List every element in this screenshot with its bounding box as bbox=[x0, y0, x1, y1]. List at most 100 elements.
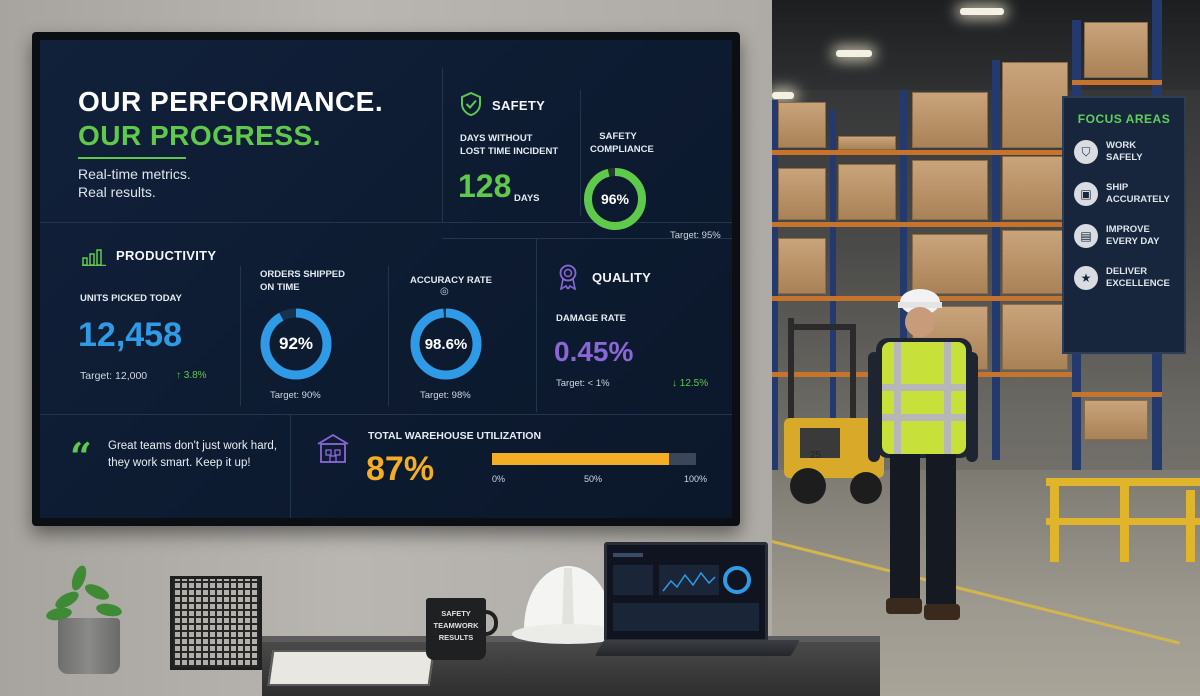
focus-item-line: IMPROVE bbox=[1106, 224, 1150, 235]
compliance-label-line1: SAFETY bbox=[599, 131, 637, 142]
accuracy-rate-label: ACCURACY RATE bbox=[410, 275, 492, 286]
cardboard-box bbox=[1084, 22, 1148, 78]
hero-title-line2: OUR PROGRESS. bbox=[78, 120, 321, 151]
orders-shipped-label: ORDERS SHIPPED ON TIME bbox=[260, 268, 345, 294]
focus-item-line: ACCURATELY bbox=[1106, 194, 1170, 205]
warehouse-worker bbox=[868, 289, 978, 620]
plant-pot bbox=[58, 618, 120, 674]
cardboard-box bbox=[838, 136, 896, 150]
orders-shipped-target: Target: 90% bbox=[270, 390, 321, 401]
days-without-incident-label: DAYS WITHOUT LOST TIME INCIDENT bbox=[460, 132, 558, 158]
cardboard-box bbox=[912, 92, 988, 148]
hero-subtitle-line1: Real-time metrics. bbox=[78, 166, 191, 182]
safety-compliance-value: 96% bbox=[600, 191, 630, 207]
focus-item-work-safely: ⛉ WORK SAFELY bbox=[1074, 140, 1174, 164]
hero-underline bbox=[78, 157, 186, 159]
svg-text:25: 25 bbox=[810, 450, 822, 461]
box-icon: ▣ bbox=[1074, 182, 1098, 206]
divider bbox=[40, 222, 732, 223]
rack-upright bbox=[900, 90, 907, 470]
safety-railing bbox=[1046, 478, 1200, 562]
cardboard-box bbox=[1084, 400, 1148, 440]
shield-icon: ⛉ bbox=[1074, 140, 1098, 164]
damage-rate-target: Target: < 1% bbox=[556, 378, 610, 389]
award-ribbon-icon bbox=[559, 264, 577, 290]
mug-text-line3: RESULTS bbox=[438, 633, 474, 642]
mug-text-line2: TEAMWORK bbox=[433, 621, 479, 630]
units-picked-change: ↑ 3.8% bbox=[176, 370, 207, 381]
accuracy-rate-target: Target: 98% bbox=[420, 390, 471, 401]
utilization-tick-0: 0% bbox=[492, 474, 506, 484]
utilization-tick-50: 50% bbox=[584, 474, 603, 484]
rack-beam bbox=[772, 222, 1072, 227]
focus-item-line: SHIP bbox=[1106, 182, 1129, 193]
focus-item-line: EVERY DAY bbox=[1106, 236, 1160, 247]
focus-item-deliver-excellence: ★ DELIVER EXCELLENCE bbox=[1074, 266, 1174, 290]
safety-title: SAFETY bbox=[492, 98, 546, 113]
rack-beam bbox=[1072, 80, 1162, 85]
productivity-title: PRODUCTIVITY bbox=[116, 248, 217, 263]
days-label-line2: LOST TIME INCIDENT bbox=[460, 146, 559, 157]
forklift: 25 bbox=[784, 318, 884, 504]
hero-subtitle-line2: Real results. bbox=[78, 184, 156, 200]
rack-beam bbox=[772, 150, 1072, 155]
divider bbox=[290, 414, 291, 518]
days-label-line1: DAYS WITHOUT bbox=[460, 133, 533, 144]
focus-areas-title: FOCUS AREAS bbox=[1077, 112, 1171, 126]
mug-text-line1: SAFETY bbox=[441, 609, 471, 618]
mug-handle bbox=[482, 610, 498, 636]
safety-compliance-target: Target: 95% bbox=[670, 230, 721, 241]
wall-tv: OUR PERFORMANCE. OUR PROGRESS. Real-time… bbox=[32, 32, 740, 526]
ceiling-light bbox=[836, 50, 872, 57]
utilization-value: 87% bbox=[366, 450, 435, 488]
damage-rate-label: DAMAGE RATE bbox=[556, 313, 627, 324]
orders-shipped-donut: 92% bbox=[258, 306, 334, 382]
focus-item-line: SAFELY bbox=[1106, 152, 1143, 163]
orders-label-line2: ON TIME bbox=[260, 282, 300, 293]
divider bbox=[442, 238, 536, 239]
focus-item-line: DELIVER bbox=[1106, 266, 1148, 277]
star-icon: ★ bbox=[1074, 266, 1098, 290]
cardboard-box bbox=[912, 160, 988, 220]
days-without-incident-value: 128 bbox=[458, 168, 512, 204]
bar-chart-icon bbox=[82, 249, 106, 266]
utilization-progress-fill bbox=[492, 453, 670, 465]
coffee-mug: SAFETY TEAMWORK RESULTS bbox=[426, 598, 486, 660]
divider bbox=[536, 238, 732, 239]
damage-rate-change: ↓ 12.5% bbox=[672, 378, 709, 389]
laptop-keyboard bbox=[594, 640, 800, 656]
orders-shipped-value: 92% bbox=[278, 334, 314, 353]
cardboard-box bbox=[1002, 304, 1068, 370]
days-unit: DAYS bbox=[514, 193, 540, 204]
cardboard-box bbox=[1002, 156, 1068, 220]
hero-title-line1: OUR PERFORMANCE. bbox=[78, 86, 384, 117]
ceiling-light bbox=[960, 8, 1004, 15]
divider bbox=[388, 266, 389, 406]
orders-label-line1: ORDERS SHIPPED bbox=[260, 269, 345, 280]
focus-item-line: WORK bbox=[1106, 140, 1137, 151]
units-picked-label: UNITS PICKED TODAY bbox=[80, 293, 182, 304]
rack-upright bbox=[992, 60, 1000, 460]
laptop-screen bbox=[604, 542, 768, 642]
units-picked-target: Target: 12,000 bbox=[80, 370, 148, 382]
divider bbox=[442, 68, 443, 222]
safety-compliance-label: SAFETY COMPLIANCE bbox=[590, 130, 654, 156]
cardboard-box bbox=[778, 238, 826, 294]
clipboard bbox=[267, 650, 435, 686]
cardboard-box bbox=[1002, 230, 1068, 294]
accuracy-rate-value: 98.6% bbox=[424, 335, 468, 353]
hero-subtitle: Real-time metrics. Real results. bbox=[78, 165, 258, 201]
focus-item-ship-accurately: ▣ SHIP ACCURATELY bbox=[1074, 182, 1174, 206]
cardboard-box bbox=[912, 234, 988, 294]
cardboard-box bbox=[1002, 62, 1068, 148]
performance-dashboard: OUR PERFORMANCE. OUR PROGRESS. Real-time… bbox=[40, 40, 732, 518]
utilization-progress-bar bbox=[492, 453, 696, 465]
divider bbox=[536, 238, 537, 412]
quality-title: QUALITY bbox=[592, 270, 652, 285]
utilization-tick-100: 100% bbox=[684, 474, 708, 484]
divider bbox=[40, 414, 732, 415]
cardboard-box bbox=[778, 168, 826, 220]
warehouse-icon bbox=[317, 433, 349, 463]
hard-hat bbox=[512, 566, 622, 644]
focus-areas-sign: FOCUS AREAS ⛉ WORK SAFELY ▣ SHIP ACCURAT… bbox=[1062, 96, 1186, 354]
